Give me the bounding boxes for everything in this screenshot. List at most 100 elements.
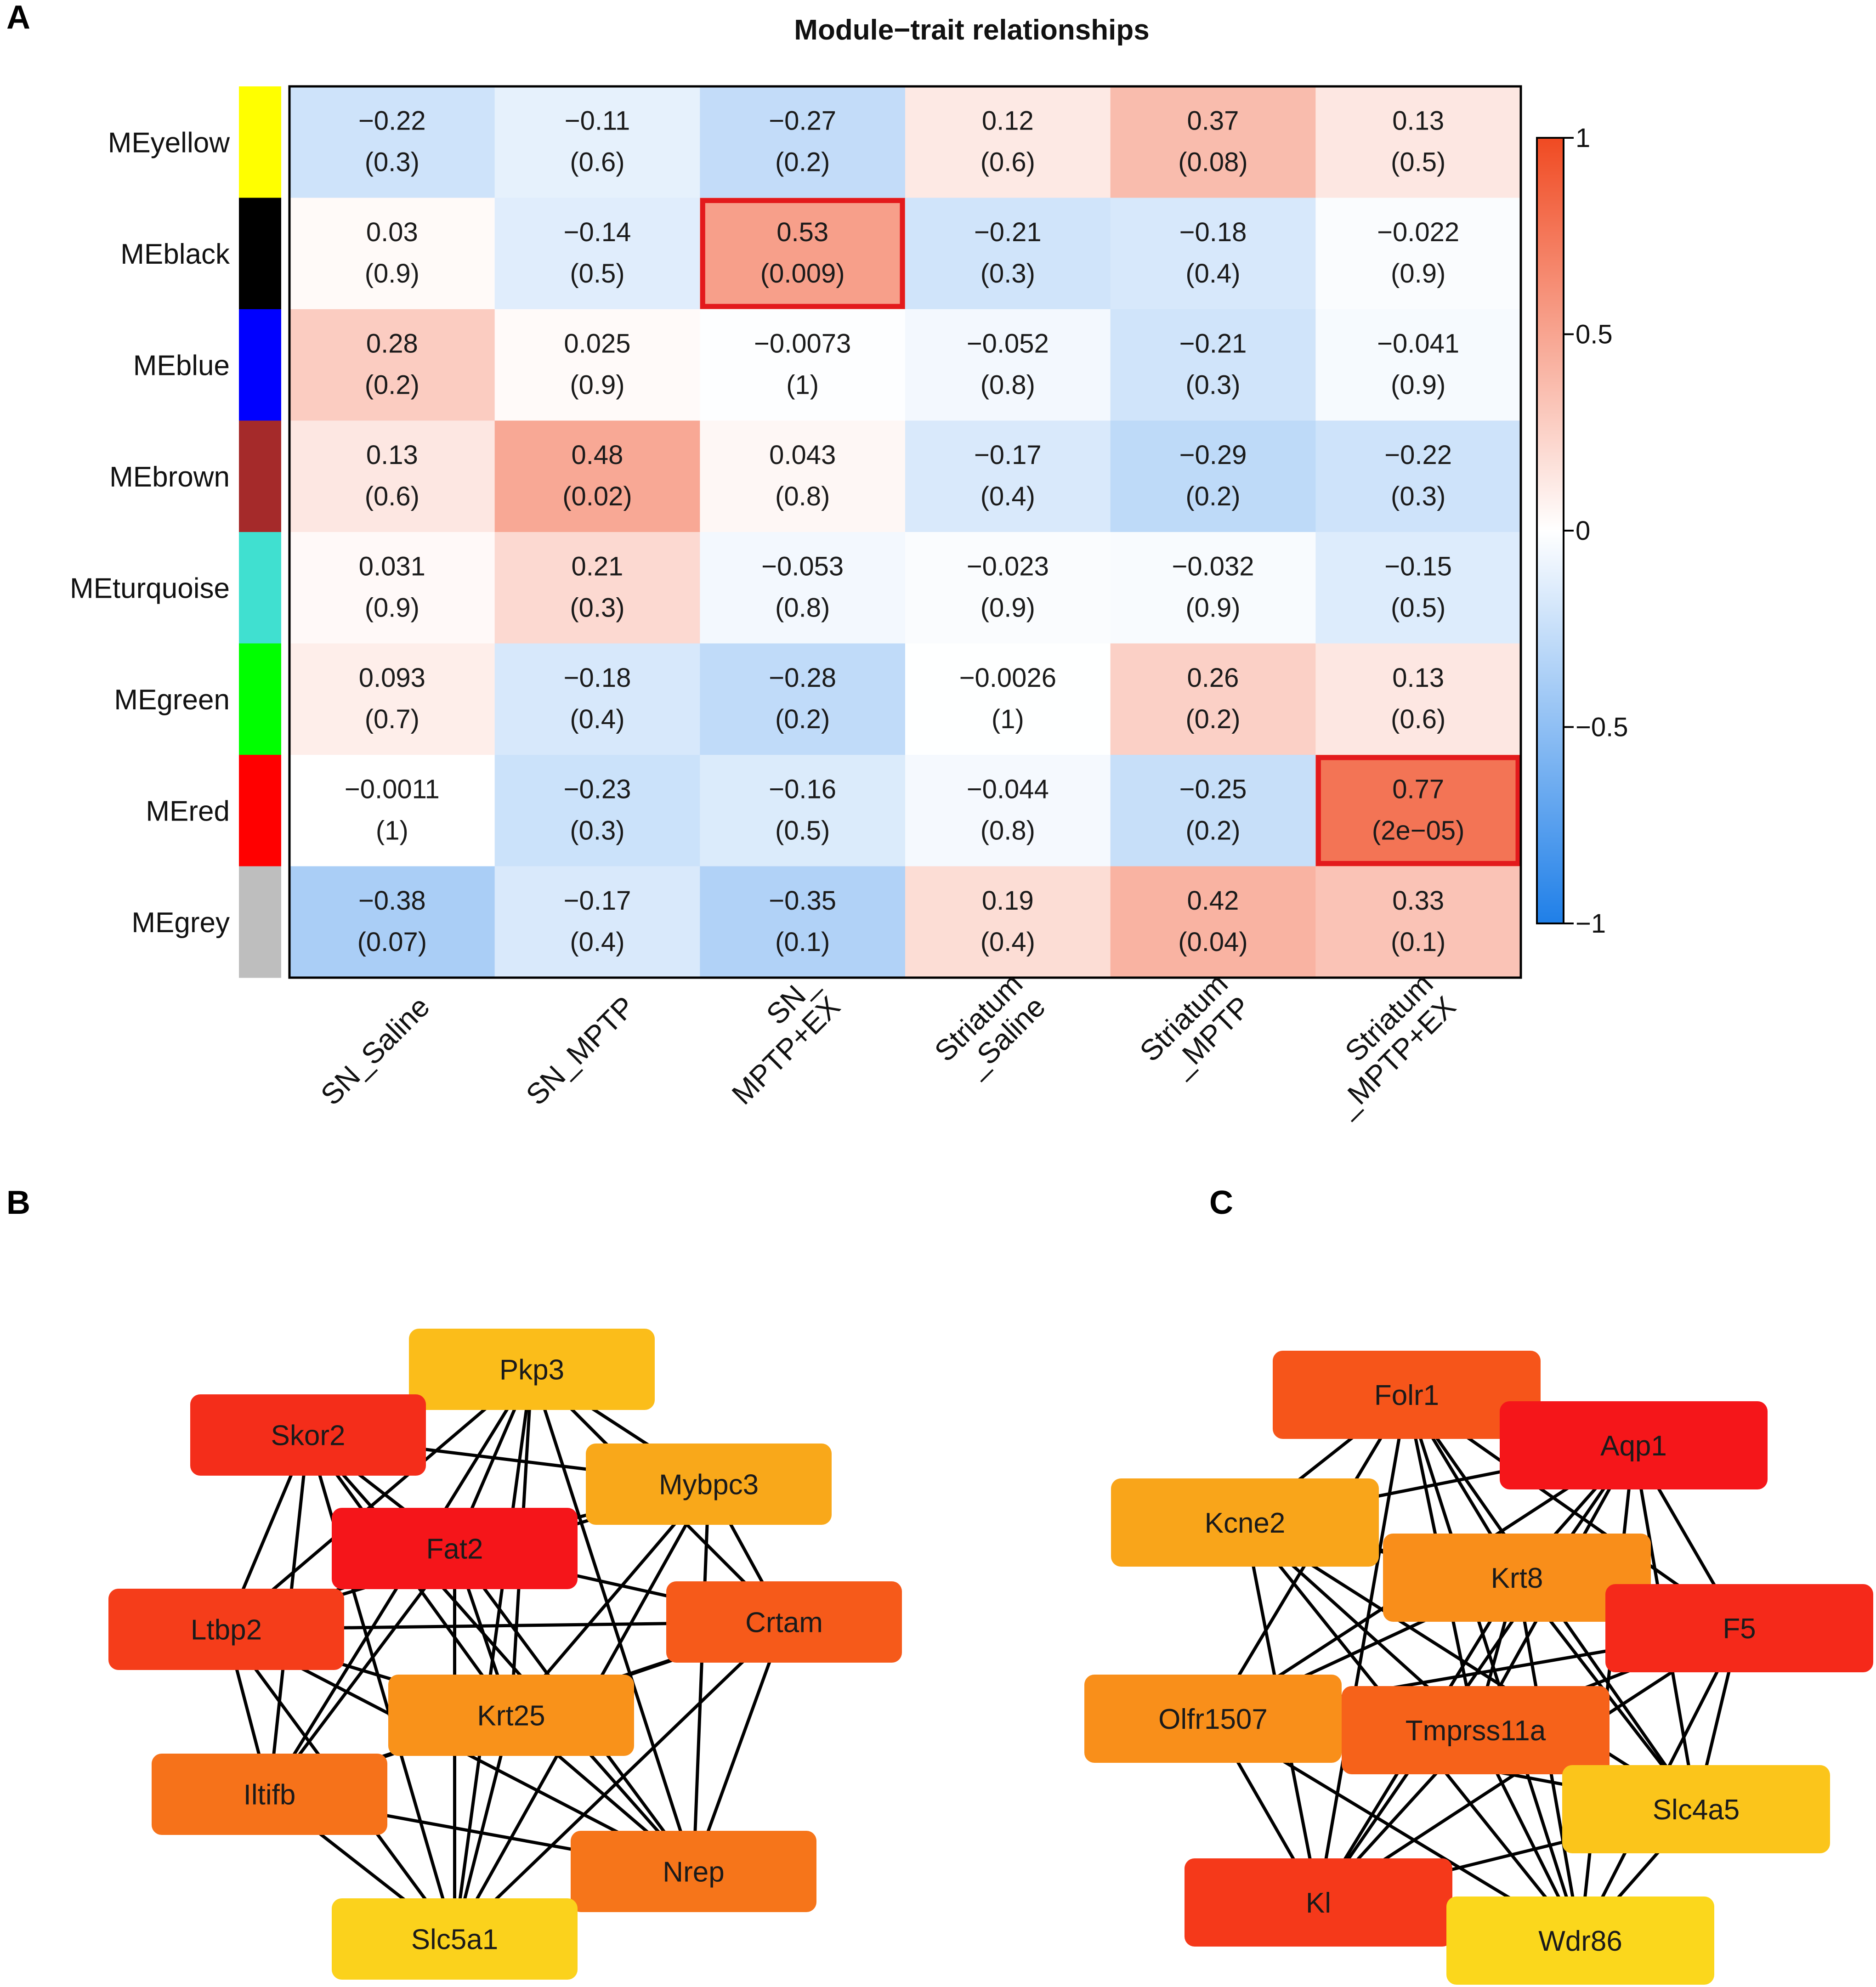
- heatmap-cell: [1315, 86, 1521, 198]
- network-edge: [453, 1620, 785, 1941]
- row-label-MEred: MEred: [146, 795, 230, 827]
- heatmap-cell: [494, 198, 700, 310]
- node-box: [586, 1444, 832, 1525]
- cell-p-value: (0.04): [1178, 927, 1248, 957]
- node-Slc4a5: Slc4a5: [1562, 1765, 1830, 1853]
- heatmap-cell: [905, 532, 1111, 644]
- cell-p-value: (0.07): [357, 927, 427, 957]
- node-Pkp3: Pkp3: [409, 1329, 655, 1410]
- colorbar-tick-label: 0.5: [1576, 320, 1613, 350]
- cell-p-value: (0.9): [365, 259, 419, 289]
- module-color-swatch-MEblack: [239, 198, 281, 310]
- cell-correlation-value: −0.052: [967, 329, 1049, 359]
- node-F5: F5: [1605, 1584, 1873, 1672]
- heatmap-cell: [494, 532, 700, 644]
- heatmap-cell: [1110, 532, 1316, 644]
- cell-p-value: (0.6): [1391, 704, 1445, 734]
- node-Mybpc3: Mybpc3: [586, 1444, 832, 1525]
- colorbar-tick-label: −0.5: [1576, 713, 1628, 742]
- panel-letter-a: A: [6, 0, 30, 36]
- cell-correlation-value: −0.22: [358, 106, 426, 136]
- heatmap-cell: [494, 643, 700, 755]
- module-color-bars: [239, 86, 281, 978]
- column-label-group: SN_MPTP: [520, 990, 641, 1112]
- node-Slc5a1: Slc5a1: [332, 1898, 578, 1980]
- module-color-swatch-MEyellow: [239, 86, 281, 198]
- node-label: Slc4a5: [1653, 1794, 1740, 1826]
- node-Folr1: Folr1: [1273, 1351, 1541, 1439]
- cell-p-value: (0.8): [775, 593, 830, 623]
- cell-correlation-value: −0.14: [564, 217, 631, 247]
- cell-p-value: (0.2): [1185, 481, 1240, 511]
- node-Iltifb: Iltifb: [152, 1754, 387, 1835]
- row-labels: MEyellow MEblack MEblue MEbrown MEturquoise M…: [70, 127, 230, 939]
- cell-correlation-value: −0.22: [1384, 440, 1452, 470]
- heatmap-frame: [288, 85, 1522, 979]
- node-box: [1383, 1534, 1651, 1622]
- cell-p-value: (0.3): [570, 593, 624, 623]
- row-label-MEyellow: MEyellow: [108, 127, 230, 159]
- cell-correlation-value: 0.13: [366, 440, 418, 470]
- node-box: [1605, 1584, 1873, 1672]
- heatmap-cell: [289, 86, 495, 198]
- heatmap-cell: [494, 86, 700, 198]
- node-Olfr1507: Olfr1507: [1084, 1675, 1342, 1763]
- column-label-group: Striatum_MPTP: [1134, 967, 1257, 1083]
- network-edge: [530, 1369, 695, 1872]
- node-Krt25: Krt25: [388, 1675, 634, 1756]
- cell-p-value: (0.4): [981, 927, 1035, 957]
- cell-p-value: (0.6): [981, 147, 1035, 177]
- cell-correlation-value: 0.025: [564, 329, 630, 359]
- heatmap-cell: [1315, 643, 1521, 755]
- network-edge: [692, 1621, 786, 1872]
- heatmap-cell: [700, 755, 906, 867]
- node-Crtam: Crtam: [666, 1581, 902, 1663]
- node-Tmprss11a: Tmprss11a: [1342, 1686, 1610, 1774]
- module-color-swatch-MEgrey: [239, 866, 281, 978]
- network-c-nodes: Folr1 Aqp1 Kcne2 Krt8 F5 Olfr1507 Tmprss11a Slc…: [1084, 1351, 1873, 1985]
- node-label: Nrep: [663, 1857, 724, 1888]
- significant-cell-highlight: [700, 198, 905, 309]
- heatmap-title: Module−trait relationships: [794, 14, 1149, 46]
- cell-correlation-value: −0.041: [1377, 329, 1459, 359]
- row-label-MEgreen: MEgreen: [114, 684, 230, 716]
- cell-p-value: (0.3): [365, 147, 419, 177]
- node-box: [332, 1508, 578, 1589]
- heatmap-cell: [289, 309, 495, 421]
- node-label: Krt25: [477, 1700, 545, 1732]
- heatmap-cell: [700, 420, 906, 532]
- node-Krt8: Krt8: [1383, 1534, 1651, 1622]
- heatmap-cell: [494, 755, 700, 867]
- cell-p-value: (0.8): [775, 481, 830, 511]
- cell-p-value: (0.5): [1391, 147, 1445, 177]
- heatmap-cell: [1110, 198, 1316, 310]
- node-label: Kl: [1306, 1887, 1331, 1919]
- node-box: [571, 1831, 816, 1912]
- cell-p-value: (0.3): [1185, 370, 1240, 400]
- cell-p-value: (0.4): [570, 927, 624, 957]
- module-color-swatch-MEbrown: [239, 420, 281, 532]
- cell-p-value: (1): [992, 704, 1024, 734]
- cell-correlation-value: 0.093: [359, 663, 425, 693]
- heatmap-cell: [1315, 532, 1521, 644]
- node-label: Olfr1507: [1158, 1704, 1268, 1735]
- cell-correlation-value: 0.26: [1187, 663, 1239, 693]
- cell-correlation-value: 0.043: [769, 440, 836, 470]
- node-Kl: Kl: [1185, 1858, 1452, 1947]
- node-label: Mybpc3: [659, 1469, 759, 1501]
- cell-p-value: (0.009): [760, 259, 845, 289]
- node-box: [152, 1754, 387, 1835]
- cell-p-value: (0.6): [570, 147, 624, 177]
- node-label: Krt8: [1491, 1562, 1543, 1594]
- heatmap-cell: [700, 532, 906, 644]
- row-label-MEblue: MEblue: [133, 350, 230, 381]
- node-Skor2: Skor2: [190, 1394, 426, 1476]
- cell-correlation-value: −0.053: [761, 552, 844, 582]
- cell-correlation-value: 0.21: [572, 552, 623, 582]
- cell-p-value: (0.8): [981, 815, 1035, 845]
- node-label: Aqp1: [1600, 1430, 1667, 1462]
- column-labels: SN_Saline SN_MPTP SN_MPTP+EX Striatum_Salin…: [314, 967, 1462, 1123]
- heatmap-cell: [1110, 86, 1316, 198]
- colorbar-tick-label: 0: [1576, 516, 1590, 546]
